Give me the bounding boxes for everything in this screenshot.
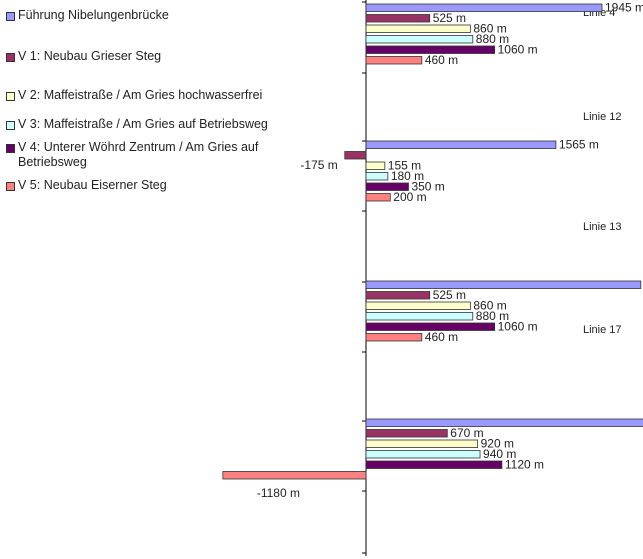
data-label: 525 m xyxy=(433,288,466,302)
data-label: 180 m xyxy=(391,169,424,183)
data-label: 155 m xyxy=(388,159,421,173)
bar xyxy=(365,322,496,331)
legend-swatch xyxy=(6,92,15,101)
bar xyxy=(365,140,557,149)
bar xyxy=(365,429,448,438)
data-label: 880 m xyxy=(476,309,509,323)
legend-label: V 3: Maffeistraße / Am Gries auf Betrieb… xyxy=(18,117,268,131)
data-label: 460 m xyxy=(425,330,458,344)
bar xyxy=(365,312,474,321)
data-label: 460 m xyxy=(425,53,458,67)
legend-item-v4: V 4: Unterer Wöhrd Zentrum / Am Gries au… xyxy=(6,140,296,170)
data-label: 670 m xyxy=(450,426,483,440)
legend-label: V 5: Neubau Eiserner Steg xyxy=(18,178,167,192)
data-label: 1120 m xyxy=(505,458,544,472)
data-label: 880 m xyxy=(476,32,509,46)
bar xyxy=(365,450,481,459)
legend-item-v3: V 3: Maffeistraße / Am Gries auf Betrieb… xyxy=(6,117,296,132)
bar xyxy=(365,161,386,170)
category-label: Linie 17 xyxy=(583,324,622,336)
legend-label: V 1: Neubau Grieser Steg xyxy=(18,49,162,63)
legend-item-nibelungenbruecke: Führung Nibelungenbrücke xyxy=(6,8,296,23)
legend-item-v5: V 5: Neubau Eiserner Steg xyxy=(6,178,296,193)
legend-swatch xyxy=(6,144,15,153)
data-label: 860 m xyxy=(473,22,506,36)
legend-swatch xyxy=(6,53,15,62)
data-label: 350 m xyxy=(411,180,444,194)
bar xyxy=(365,280,642,289)
bar xyxy=(365,14,431,23)
data-label: 1060 m xyxy=(498,320,538,334)
bar xyxy=(365,24,471,33)
bar xyxy=(365,301,471,310)
data-label: 860 m xyxy=(473,299,506,313)
data-label: 200 m xyxy=(393,190,426,204)
data-label: 1945 m xyxy=(605,1,643,15)
bar xyxy=(365,333,423,342)
legend-item-v2: V 2: Maffeistraße / Am Gries hochwasserf… xyxy=(6,88,296,103)
legend-item-v1: V 1: Neubau Grieser Steg xyxy=(6,49,296,64)
legend-label: V 4: Unterer Wöhrd Zentrum / Am Gries au… xyxy=(18,140,259,169)
legend-swatch xyxy=(6,12,15,21)
data-label: 525 m xyxy=(433,11,466,25)
bar xyxy=(365,3,603,12)
data-label: 1565 m xyxy=(559,138,599,152)
data-label: 920 m xyxy=(481,437,514,451)
category-label: Linie 12 xyxy=(583,111,622,123)
bar xyxy=(365,460,503,469)
bar xyxy=(365,172,389,181)
chart-legend: Führung Nibelungenbrücke V 1: Neubau Gri… xyxy=(6,8,296,207)
data-label: 940 m xyxy=(483,447,516,461)
bar xyxy=(365,35,474,44)
bar xyxy=(344,151,367,160)
bar xyxy=(365,182,409,191)
data-label: 1060 m xyxy=(498,43,538,57)
bar xyxy=(365,193,391,202)
category-label: Linie 13 xyxy=(583,221,622,233)
legend-swatch xyxy=(6,182,15,191)
legend-swatch xyxy=(6,121,15,130)
bar xyxy=(365,291,431,300)
legend-label: Führung Nibelungenbrücke xyxy=(18,8,169,22)
legend-label: V 2: Maffeistraße / Am Gries hochwasserf… xyxy=(18,88,263,102)
bar xyxy=(365,45,496,54)
bar xyxy=(365,418,643,427)
bar xyxy=(365,56,423,65)
bar xyxy=(222,471,367,480)
data-label: -1180 m xyxy=(257,486,300,500)
bar xyxy=(365,439,479,448)
data-label: -175 m xyxy=(300,158,337,172)
